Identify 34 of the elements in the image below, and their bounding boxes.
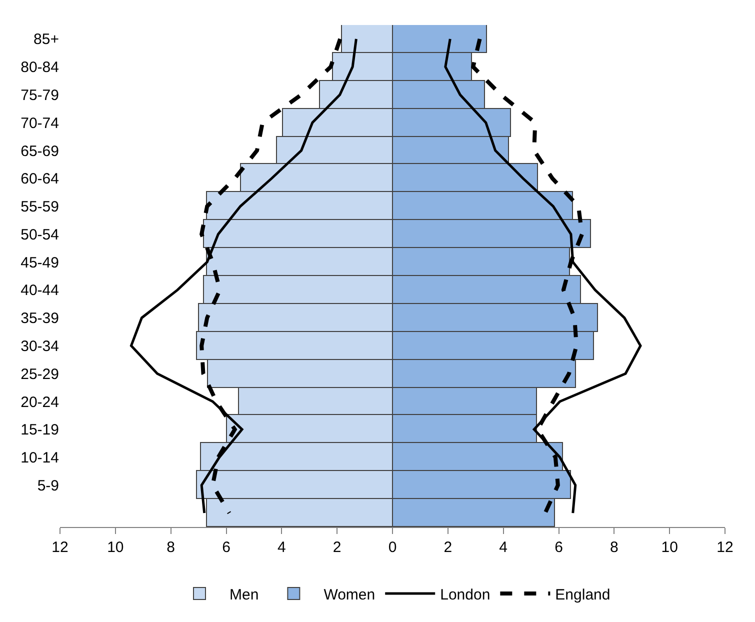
y-tick-label: 45-49 (20, 254, 59, 272)
x-tick-label: 2 (444, 539, 452, 556)
y-tick-label: 65-69 (20, 142, 59, 160)
y-tick-label: 85+ (34, 31, 60, 48)
x-tick-label: 6 (222, 539, 230, 556)
x-tick-label: 4 (278, 539, 286, 556)
y-tick-label: 75-79 (20, 86, 59, 104)
x-tick-label: 4 (499, 539, 508, 556)
legend-label: Men (230, 586, 259, 604)
legend-label: Women (324, 586, 376, 604)
x-tick-label: 2 (332, 539, 342, 556)
x-tick-label: 12 (716, 539, 734, 556)
y-tick-label: 35-39 (20, 310, 59, 328)
y-tick-label: 20-24 (20, 394, 59, 411)
y-tick-label: 40-44 (20, 282, 59, 300)
legend-label: London (440, 586, 490, 604)
y-tick-label: 5-9 (37, 477, 59, 494)
y-tick-label: 80-84 (20, 59, 59, 76)
y-tick-label: 15-19 (20, 422, 59, 439)
y-tick-label: 10-14 (20, 450, 59, 467)
x-tick-label: 10 (661, 539, 678, 556)
y-tick-label: 30-34 (20, 338, 59, 355)
x-tick-label: 10 (107, 539, 124, 556)
x-tick-label: 0 (388, 539, 397, 556)
y-tick-label: 25-29 (20, 366, 59, 383)
x-tick-label: 12 (52, 539, 68, 556)
x-tick-label: 8 (166, 539, 175, 556)
legend-label: England (555, 586, 610, 604)
y-tick-label: 55-59 (20, 198, 59, 216)
x-tick-label: 8 (610, 539, 618, 556)
y-tick-label: 70-74 (20, 114, 59, 132)
y-tick-label: 60-64 (20, 170, 59, 188)
x-tick-label: 6 (554, 539, 563, 556)
y-tick-label: 50-54 (20, 226, 59, 244)
